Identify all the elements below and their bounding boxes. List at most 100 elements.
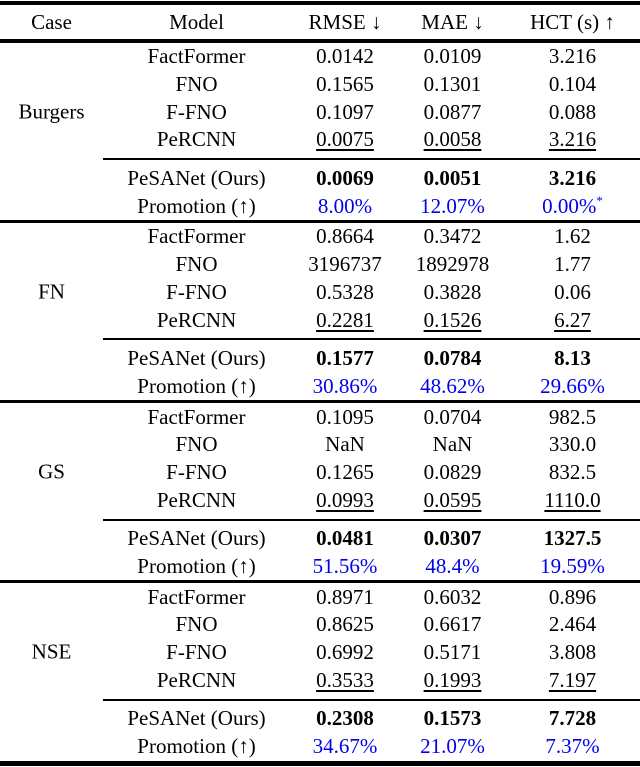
- table-row-ours: PeSANet (Ours) 0.2308 0.1573 7.728: [103, 705, 640, 733]
- hct-value: 3.808: [548, 640, 597, 665]
- table-row-second-best: PeRCNN 0.3533 0.1993 7.197: [103, 666, 640, 694]
- rmse-value: 34.67%: [312, 734, 378, 759]
- hct-value: 1110.0: [544, 487, 601, 512]
- rmse-value: 0.1577: [316, 346, 374, 371]
- case-label: NSE: [31, 639, 72, 664]
- mae-value: 0.0704: [423, 404, 482, 429]
- hct-value: 0.00%*: [505, 192, 640, 217]
- hct-value: 330.0: [548, 432, 597, 457]
- partial-midrule: [103, 694, 640, 705]
- hct-value: 0.104: [548, 72, 597, 97]
- mae-value: 0.3828: [423, 279, 482, 304]
- rmse-value: 0.0069: [316, 166, 374, 191]
- mae-value: 0.5171: [423, 640, 482, 665]
- case-cell: NSE: [0, 583, 103, 760]
- mae-value: 0.1573: [423, 706, 482, 731]
- hct-promotion-text: 7.37%: [545, 734, 600, 759]
- hct-value: 3.216: [548, 127, 597, 152]
- model-name: PeSANet (Ours): [127, 166, 266, 191]
- partial-midrule: [103, 514, 640, 525]
- rmse-value: 3196737: [308, 252, 382, 277]
- top-rule: [0, 1, 640, 5]
- rmse-value: 0.3533: [316, 667, 374, 692]
- case-section-fn: FN FactFormer 0.8664 0.3472 1.62 FNO 319…: [0, 223, 640, 400]
- rmse-value: 0.8971: [316, 584, 374, 609]
- model-name: Promotion (↑): [137, 373, 256, 398]
- rmse-value: 0.1265: [316, 459, 374, 484]
- mae-value: 0.0829: [423, 459, 482, 484]
- mae-value: 0.0109: [423, 44, 482, 69]
- hct-promotion-text: 19.59%: [540, 554, 605, 579]
- model-name: FNO: [175, 432, 218, 457]
- rmse-value: 0.0075: [316, 127, 374, 152]
- hct-promotion-text: 29.66%: [540, 373, 605, 398]
- table-row: FactFormer 0.1095 0.0704 982.5: [103, 403, 640, 431]
- case-section-gs: GS FactFormer 0.1095 0.0704 982.5 FNO Na…: [0, 403, 640, 580]
- mae-value: 0.1301: [423, 72, 482, 97]
- table-row: FactFormer 0.0142 0.0109 3.216: [103, 43, 640, 71]
- mae-value: 12.07%: [420, 193, 485, 218]
- mae-value: NaN: [432, 432, 473, 457]
- rmse-value: 0.0993: [316, 487, 374, 512]
- case-cell: Burgers: [0, 43, 103, 220]
- model-name: PeSANet (Ours): [127, 346, 266, 371]
- table-row-second-best: PeRCNN 0.2281 0.1526 6.27: [103, 306, 640, 334]
- model-name: Promotion (↑): [137, 193, 256, 218]
- table-header-row: Case Model RMSE ↓ MAE ↓ HCT (s) ↑: [0, 5, 640, 39]
- table-row: FactFormer 0.8971 0.6032 0.896: [103, 583, 640, 611]
- model-name: PeRCNN: [156, 667, 237, 692]
- table-row: FNO NaN NaN 330.0: [103, 431, 640, 459]
- hct-value: 19.59%: [505, 556, 640, 577]
- rmse-value: 0.1565: [316, 72, 374, 97]
- mae-value: 48.62%: [420, 373, 485, 398]
- model-name: PeSANet (Ours): [127, 706, 266, 731]
- table-row: FactFormer 0.8664 0.3472 1.62: [103, 223, 640, 251]
- hct-value: 0.06: [554, 279, 591, 304]
- hct-value: 7.728: [548, 706, 597, 731]
- case-cell: FN: [0, 223, 103, 400]
- table-row: F-FNO 0.1265 0.0829 832.5: [103, 459, 640, 487]
- table-row-ours: PeSANet (Ours) 0.0069 0.0051 3.216: [103, 165, 640, 193]
- model-name: Promotion (↑): [137, 734, 256, 759]
- rmse-value: 0.0142: [316, 44, 374, 69]
- case-section-burgers: Burgers FactFormer 0.0142 0.0109 3.216 F…: [0, 43, 640, 220]
- case-label: Burgers: [18, 99, 85, 124]
- hct-value: 8.13: [554, 346, 591, 371]
- model-name: FactFormer: [147, 584, 246, 609]
- table-row: FNO 0.1565 0.1301 0.104: [103, 71, 640, 99]
- case-label: GS: [38, 459, 65, 484]
- section-divider: [0, 580, 640, 584]
- model-name: PeRCNN: [156, 127, 237, 152]
- mae-value: 0.0784: [423, 346, 482, 371]
- model-name: FNO: [175, 72, 218, 97]
- hct-value: 1.77: [554, 252, 591, 277]
- hct-value: 3.216: [548, 166, 597, 191]
- rmse-value: 0.1095: [316, 404, 374, 429]
- mae-value: 0.1526: [423, 307, 482, 332]
- rmse-value: 0.8625: [316, 612, 374, 637]
- rmse-value: NaN: [325, 432, 365, 457]
- model-name: PeRCNN: [156, 487, 237, 512]
- section-divider: [0, 220, 640, 224]
- mae-value: 0.0877: [423, 99, 482, 124]
- case-section-nse: NSE FactFormer 0.8971 0.6032 0.896 FNO 0…: [0, 583, 640, 760]
- table-row-promotion: Promotion (↑) 30.86% 48.62% 29.66%: [103, 373, 640, 401]
- section-divider: [0, 400, 640, 404]
- model-name: FactFormer: [147, 224, 246, 249]
- mae-value: 0.6617: [423, 612, 482, 637]
- table-row-promotion: Promotion (↑) 8.00% 12.07% 0.00%*: [103, 192, 640, 220]
- rmse-value: 0.2308: [316, 706, 374, 731]
- footnote-asterisk: *: [596, 192, 603, 208]
- hct-value: 982.5: [548, 404, 597, 429]
- mae-value: 0.1993: [423, 667, 482, 692]
- table-row-promotion: Promotion (↑) 51.56% 48.4% 19.59%: [103, 553, 640, 581]
- header-rule: [0, 39, 640, 43]
- model-name: F-FNO: [166, 279, 227, 304]
- rmse-value: 0.5328: [316, 279, 374, 304]
- rmse-value: 51.56%: [312, 554, 378, 579]
- table-row-second-best: PeRCNN 0.0075 0.0058 3.216: [103, 126, 640, 154]
- mae-value: 0.0058: [423, 127, 482, 152]
- column-header-hct: HCT (s) ↑: [530, 9, 615, 34]
- column-header-mae: MAE ↓: [421, 9, 484, 34]
- table-row-second-best: PeRCNN 0.0993 0.0595 1110.0: [103, 486, 640, 514]
